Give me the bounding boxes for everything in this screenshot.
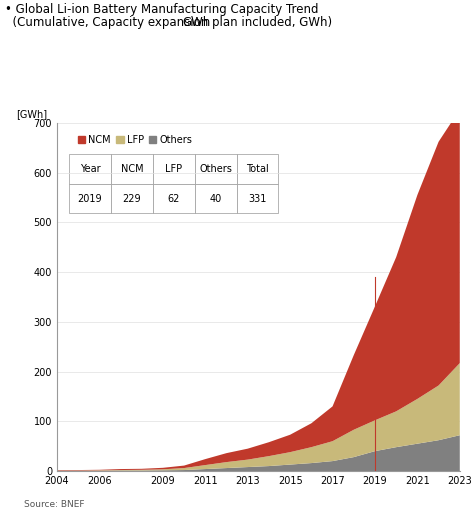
Text: Source: BNEF: Source: BNEF (24, 500, 84, 509)
Legend: NCM, LFP, Others: NCM, LFP, Others (74, 131, 196, 149)
Text: GWh: GWh (182, 16, 211, 29)
Text: • Global Li-ion Battery Manufacturing Capacity Trend: • Global Li-ion Battery Manufacturing Ca… (5, 3, 318, 15)
Text: (Cumulative, Capacity expansion plan included, GWh): (Cumulative, Capacity expansion plan inc… (5, 16, 332, 29)
Text: [GWh]: [GWh] (17, 110, 48, 119)
